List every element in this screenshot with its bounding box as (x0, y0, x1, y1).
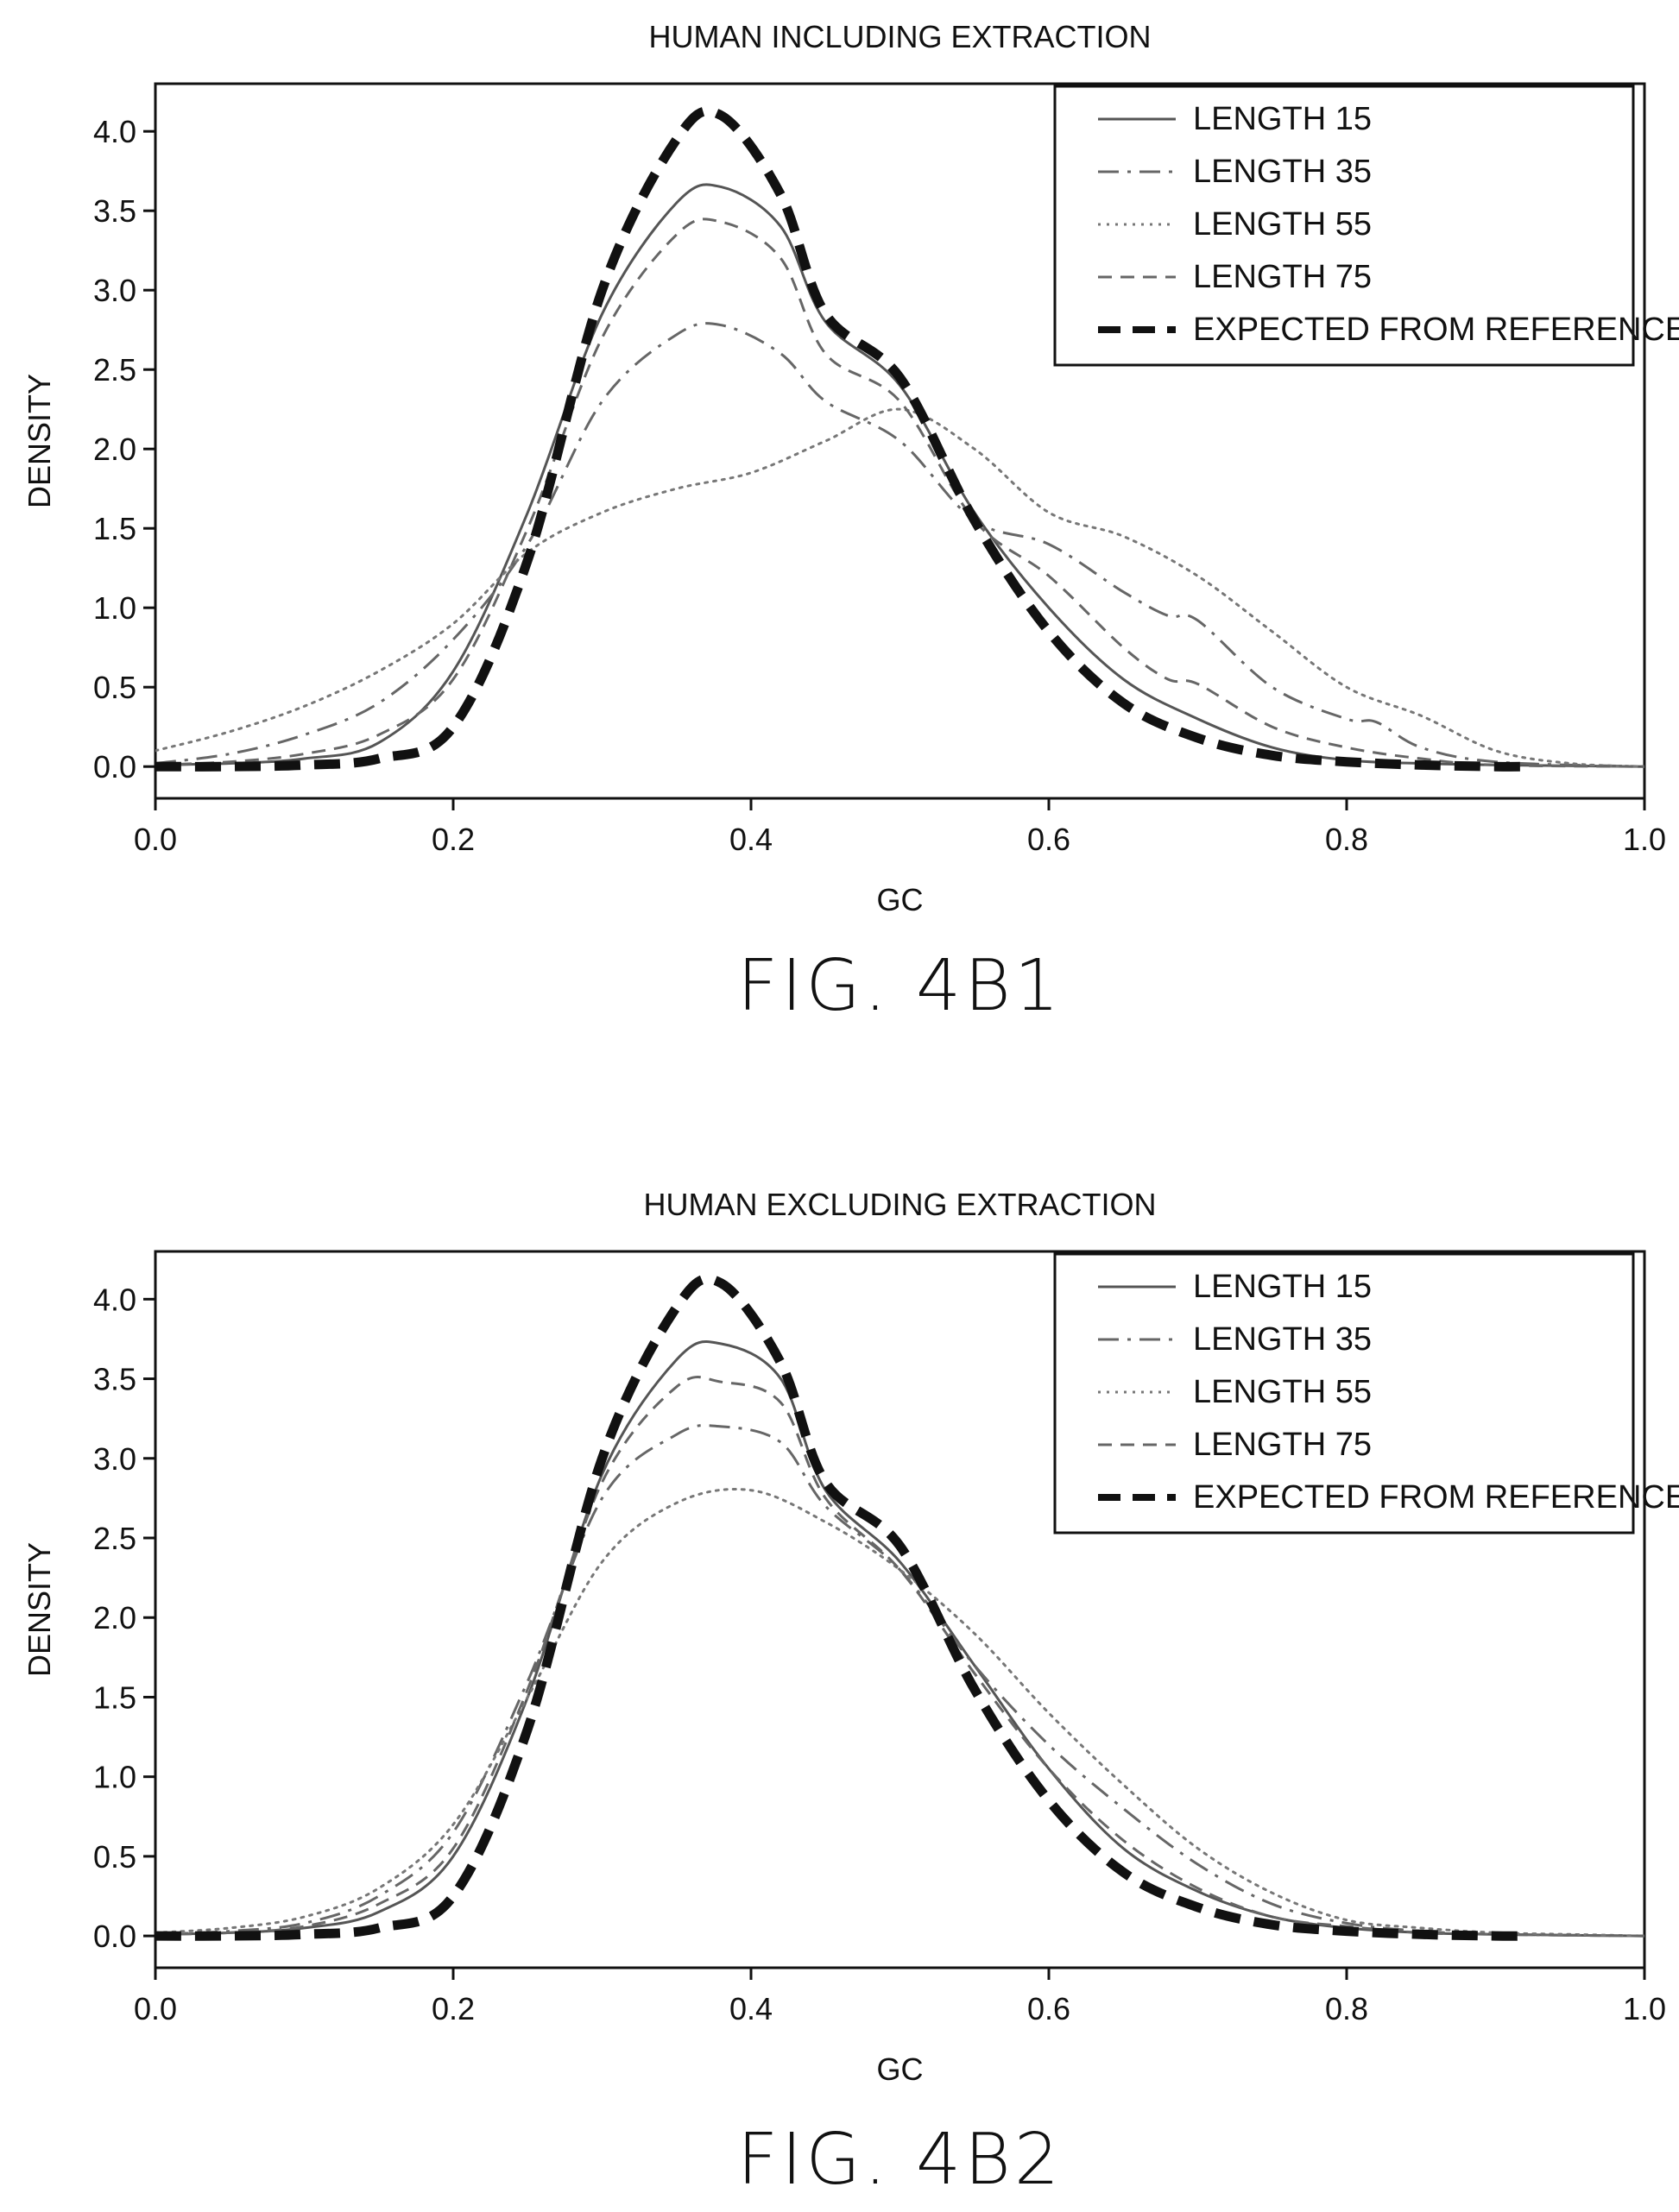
y-tick-label: 3.5 (93, 193, 136, 229)
x-axis-label: GC (877, 2051, 924, 2087)
x-tick-label: 1.0 (1623, 822, 1666, 857)
y-tick-label: 0.0 (93, 749, 136, 785)
y-tick-label: 2.0 (93, 432, 136, 467)
x-tick-label: 0.8 (1325, 822, 1368, 857)
x-tick-label: 0.2 (432, 822, 475, 857)
x-tick-label: 0.2 (432, 1991, 475, 2026)
legend-label-2: LENGTH 35 (1193, 1321, 1372, 1358)
chart-title: HUMAN EXCLUDING EXTRACTION (643, 1187, 1156, 1222)
series-group (155, 1274, 1644, 1941)
chart-4b2: HUMAN EXCLUDING EXTRACTION GC DENSITY FI… (22, 1187, 1679, 2201)
chart-4b1: HUMAN INCLUDING EXTRACTION GC DENSITY FI… (22, 19, 1679, 1027)
legend-label-2: LENGTH 35 (1193, 154, 1372, 190)
y-tick-label: 3.0 (93, 1441, 136, 1477)
x-tick-label: 0.4 (729, 1991, 773, 2026)
series-line-2 (155, 322, 1644, 768)
y-tick-label: 1.0 (93, 1760, 136, 1795)
y-tick-label: 0.5 (93, 670, 136, 705)
x-tick-label: 0.0 (134, 1991, 177, 2026)
series-line-3 (155, 1487, 1644, 1938)
y-tick-label: 4.0 (93, 114, 136, 149)
legend-label-5: EXPECTED FROM REFERENCE (1193, 312, 1679, 348)
y-tick-label: 2.5 (93, 352, 136, 388)
legend-label-1: LENGTH 15 (1193, 1269, 1372, 1305)
y-axis-label: DENSITY (22, 374, 57, 508)
y-tick-label: 1.0 (93, 590, 136, 626)
x-tick-label: 0.8 (1325, 1991, 1368, 2026)
series-line-4 (155, 1375, 1644, 1938)
legend-label-4: LENGTH 75 (1193, 259, 1372, 295)
y-tick-label: 0.5 (93, 1839, 136, 1875)
x-tick-label: 0.0 (134, 822, 177, 857)
plot-frame (154, 82, 1646, 800)
figure-caption: FIG. 4B2 (737, 2119, 1063, 2201)
y-tick-label: 3.0 (93, 273, 136, 308)
y-tick-label: 1.5 (93, 1679, 136, 1715)
y-tick-label: 2.0 (93, 1600, 136, 1635)
series-line-3 (155, 407, 1644, 768)
x-tick-label: 0.6 (1027, 1991, 1070, 2026)
x-axis-label: GC (877, 882, 924, 917)
series-line-5 (155, 106, 1526, 772)
legend-label-3: LENGTH 55 (1193, 1374, 1372, 1410)
y-tick-label: 3.5 (93, 1362, 136, 1397)
x-tick-label: 0.6 (1027, 822, 1070, 857)
x-tick-label: 1.0 (1623, 1991, 1666, 2026)
y-tick-label: 1.5 (93, 511, 136, 546)
series-group (155, 106, 1644, 772)
y-tick-label: 0.0 (93, 1919, 136, 1954)
legend-label-4: LENGTH 75 (1193, 1427, 1372, 1463)
series-line-4 (155, 217, 1644, 768)
x-tick-label: 0.4 (729, 822, 773, 857)
chart-title: HUMAN INCLUDING EXTRACTION (648, 19, 1151, 54)
legend-label-3: LENGTH 55 (1193, 206, 1372, 243)
legend-label-1: LENGTH 15 (1193, 101, 1372, 137)
y-tick-label: 4.0 (93, 1282, 136, 1317)
legend-label-5: EXPECTED FROM REFERENCE (1193, 1479, 1679, 1516)
plot-frame (154, 1250, 1646, 1969)
y-axis-label: DENSITY (22, 1542, 57, 1677)
y-tick-label: 2.5 (93, 1521, 136, 1556)
figure-caption: FIG. 4B1 (737, 945, 1063, 1027)
series-line-5 (155, 1274, 1526, 1941)
